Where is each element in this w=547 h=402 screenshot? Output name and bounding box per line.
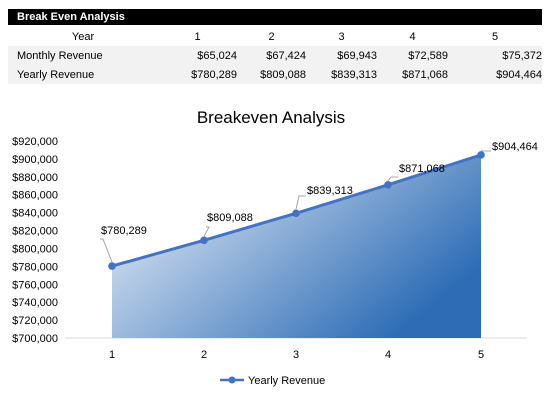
table-cell: $904,464 — [448, 65, 542, 84]
data-label: $904,464 — [492, 141, 538, 153]
year-cell: 3 — [338, 30, 345, 43]
sheet-title: Break Even Analysis — [8, 9, 542, 25]
chart-title: Breakeven Analysis — [197, 108, 345, 127]
y-tick-label: $900,000 — [12, 154, 58, 166]
data-label: $871,068 — [399, 163, 445, 175]
data-label-leader — [387, 176, 398, 182]
data-point — [477, 151, 485, 159]
year-cell: 2 — [268, 30, 275, 43]
y-tick-label: $800,000 — [12, 243, 58, 255]
row-label: Yearly Revenue — [8, 65, 158, 84]
y-tick-label: $840,000 — [12, 208, 58, 220]
y-tick-label: $720,000 — [12, 315, 58, 327]
year-cell: 5 — [491, 30, 499, 43]
year-cell: 1 — [194, 30, 201, 43]
data-label: $809,088 — [207, 212, 253, 224]
row-label: Monthly Revenue — [8, 46, 158, 65]
table-cell: $65,024 — [158, 46, 237, 65]
y-tick-label: $780,000 — [12, 261, 58, 273]
x-tick-label: 1 — [109, 349, 115, 361]
data-label-leader — [295, 195, 306, 210]
y-tick-label: $860,000 — [12, 190, 58, 202]
table-cell: $780,289 — [158, 65, 237, 84]
table-cell: $809,088 — [237, 65, 306, 84]
revenue-table: Year 1 2 3 4 5 Monthly Revenue $65,024 $… — [8, 27, 542, 84]
y-tick-label: $700,000 — [12, 333, 58, 345]
table-cell: $75,372 — [448, 46, 542, 65]
legend-entry: Yearly Revenue — [248, 375, 325, 387]
table-header-row: Year 1 2 3 4 5 — [8, 27, 542, 46]
x-tick-label: 5 — [478, 349, 484, 361]
data-label-leader — [203, 226, 210, 237]
table-cell: $69,943 — [306, 46, 377, 65]
data-point — [292, 209, 300, 218]
data-label-leader — [100, 238, 113, 263]
year-cell: 4 — [409, 30, 416, 43]
x-tick-label: 3 — [293, 349, 299, 361]
table-row: Yearly Revenue $780,289 $809,088 $839,31… — [8, 65, 542, 84]
legend: Yearly Revenue — [220, 375, 325, 387]
y-tick-label: $820,000 — [12, 226, 58, 238]
data-point — [200, 236, 208, 245]
data-label: $839,313 — [307, 185, 353, 197]
revenue-area — [112, 154, 481, 338]
data-label: $780,289 — [101, 225, 147, 237]
y-tick-label: $880,000 — [12, 172, 58, 184]
data-point — [384, 181, 392, 189]
y-tick-label: $740,000 — [12, 297, 58, 309]
table-cell: $72,589 — [377, 46, 448, 65]
year-header: Year — [71, 30, 95, 43]
table-cell: $839,313 — [306, 65, 377, 84]
y-tick-label: $760,000 — [12, 279, 58, 291]
table-cell: $67,424 — [237, 46, 306, 65]
table-cell: $871,068 — [377, 65, 448, 84]
x-tick-label: 4 — [385, 349, 391, 361]
data-point — [108, 262, 116, 270]
legend-marker-swatch — [228, 376, 236, 384]
y-tick-label: $920,000 — [12, 136, 58, 148]
table-row: Monthly Revenue $65,024 $67,424 $69,943 … — [8, 46, 542, 65]
x-tick-label: 2 — [201, 349, 207, 361]
